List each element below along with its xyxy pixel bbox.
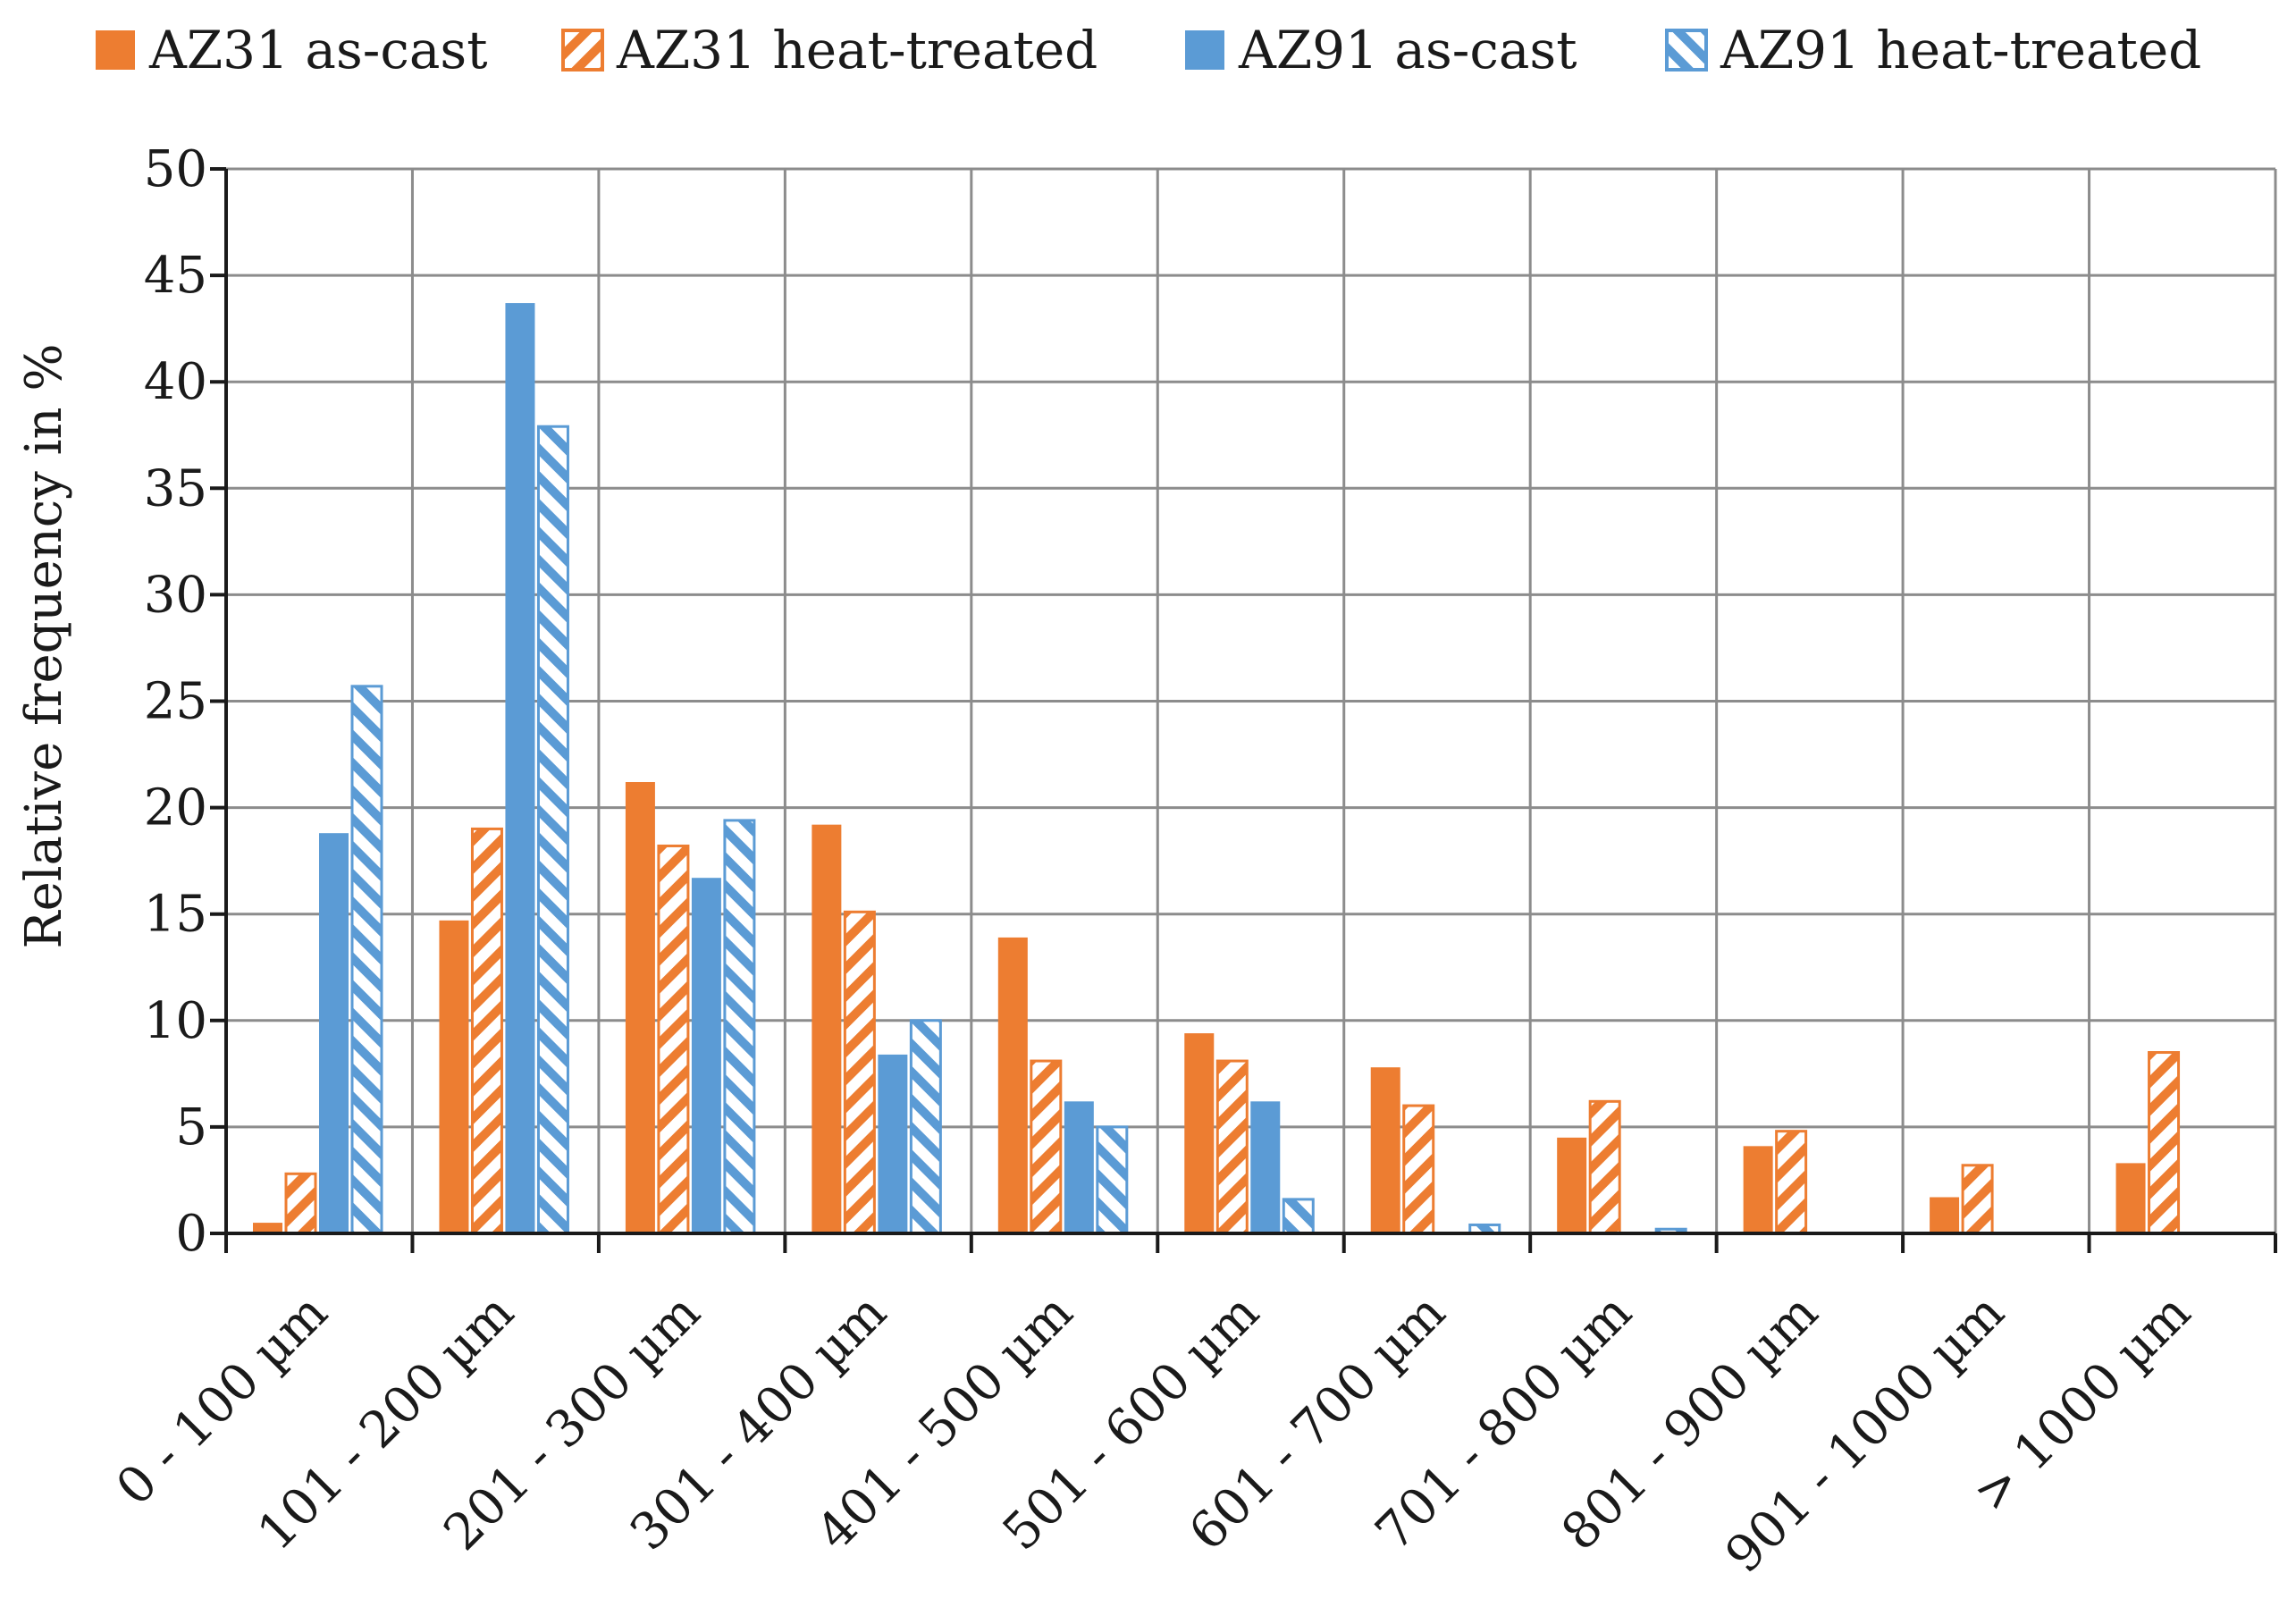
bar-az31-heat-treated-10 <box>2148 1051 2181 1235</box>
bar-az91-heat-treated-0 <box>350 685 383 1235</box>
bar-az31-as-cast-6 <box>1370 1067 1400 1233</box>
bar-az31-heat-treated-2 <box>657 844 690 1235</box>
y-tick-label: 10 <box>144 992 207 1050</box>
bar-az31-as-cast-5 <box>1184 1033 1215 1233</box>
legend-swatch <box>1665 29 1708 72</box>
legend-swatch <box>96 30 135 70</box>
legend-label: AZ91 as-cast <box>1238 20 1577 80</box>
bar-az31-heat-treated-4 <box>1030 1059 1063 1235</box>
bar-az91-as-cast-1 <box>505 303 535 1233</box>
y-tick-label: 45 <box>144 247 207 305</box>
bar-az31-as-cast-10 <box>2115 1163 2146 1233</box>
bar-az91-as-cast-5 <box>1250 1101 1281 1233</box>
y-tick-labels: 0 5 10 15 20 25 30 35 40 45 50 <box>144 140 207 1263</box>
bar-az31-heat-treated-5 <box>1215 1059 1249 1235</box>
legend-label: AZ31 heat-treated <box>616 20 1098 80</box>
bar-az31-as-cast-1 <box>439 920 469 1233</box>
bar-az91-as-cast-3 <box>878 1054 908 1233</box>
bar-az91-heat-treated-2 <box>723 819 756 1235</box>
y-tick-label: 35 <box>144 459 207 517</box>
legend-label: AZ91 heat-treated <box>1720 20 2201 80</box>
bar-az31-heat-treated-8 <box>1775 1130 1808 1235</box>
bar-az31-as-cast-0 <box>253 1223 282 1233</box>
y-axis-label: Relative frequency in % <box>15 343 73 948</box>
bar-az31-as-cast-9 <box>1930 1197 1960 1233</box>
bar-az91-heat-treated-1 <box>536 425 569 1235</box>
y-tick-label: 30 <box>144 566 207 624</box>
y-tick-label: 5 <box>175 1098 207 1157</box>
bar-az31-as-cast-3 <box>812 824 842 1233</box>
bar-az31-heat-treated-3 <box>843 910 876 1235</box>
axes <box>210 167 2277 1253</box>
bar-az91-as-cast-2 <box>691 878 721 1233</box>
y-tick-label: 25 <box>144 673 207 731</box>
bar-az31-as-cast-8 <box>1743 1146 1773 1233</box>
bar-az31-as-cast-7 <box>1557 1137 1587 1233</box>
bar-az91-as-cast-4 <box>1064 1101 1094 1233</box>
bar-az31-as-cast-2 <box>625 782 655 1233</box>
bar-az91-heat-treated-5 <box>1282 1198 1315 1235</box>
y-tick-label: 20 <box>144 779 207 837</box>
bar-az31-heat-treated-1 <box>470 827 503 1235</box>
bar-az31-heat-treated-9 <box>1961 1164 1994 1235</box>
y-tick-label: 15 <box>144 886 207 944</box>
bar-az31-heat-treated-6 <box>1402 1104 1435 1235</box>
bar-az31-as-cast-4 <box>997 937 1028 1233</box>
legend: AZ31 as-cast AZ31 heat-treated AZ91 as-cas… <box>96 20 2201 80</box>
y-tick-label: 50 <box>144 140 207 198</box>
legend-swatch <box>561 29 604 72</box>
bar-az91-heat-treated-4 <box>1096 1125 1129 1235</box>
bar-az31-heat-treated-7 <box>1588 1099 1621 1235</box>
bar-az91-as-cast-0 <box>319 833 349 1233</box>
bars <box>253 303 2181 1235</box>
bar-az31-heat-treated-0 <box>284 1172 317 1235</box>
y-tick-label: 0 <box>175 1205 207 1263</box>
legend-label: AZ31 as-cast <box>148 20 488 80</box>
bar-az91-heat-treated-3 <box>909 1019 942 1235</box>
legend-swatch <box>1185 30 1224 70</box>
y-tick-label: 40 <box>144 353 207 411</box>
